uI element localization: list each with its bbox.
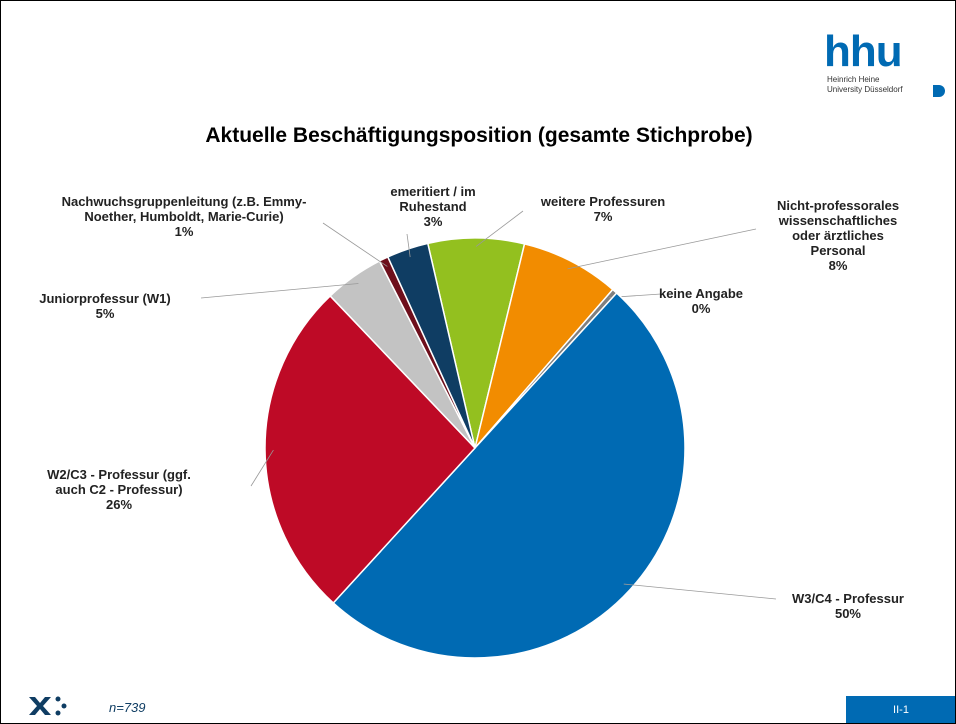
slice-label: keine Angabe 0% (659, 286, 743, 316)
footer-icon (29, 696, 67, 716)
category-label: W3/C4 - Professur (792, 591, 904, 606)
value-label: 1% (174, 224, 194, 239)
category-label: W2/C3 - Professur (ggf. auch C2 - Profes… (47, 467, 191, 497)
slice-label: Juniorprofessur (W1) 5% (39, 291, 170, 321)
pie-slice (264, 294, 477, 605)
value-label: 7% (593, 209, 613, 224)
value-label: 5% (95, 306, 115, 321)
slice-label: Nicht-professorales wissenschaftliches o… (777, 198, 899, 273)
footer-note: n=739 (109, 700, 146, 715)
slice-label: Nachwuchsgruppenleitung (z.B. Emmy- Noet… (62, 194, 307, 239)
slice-label: W2/C3 - Professur (ggf. auch C2 - Profes… (47, 467, 191, 512)
value-label: 8% (828, 258, 848, 273)
leader-line (200, 283, 359, 299)
slice-label: weitere Professuren 7% (541, 194, 665, 224)
chart-title: Aktuelle Beschäftigungsposition (gesamte… (205, 124, 752, 147)
value-label: 3% (423, 214, 443, 229)
category-label: emeritiert / im Ruhestand (390, 184, 476, 214)
logo-line: University Düsseldorf (827, 85, 903, 94)
pie-slice (426, 237, 526, 449)
page-number: II-1 (893, 704, 909, 716)
logo-mark: hhu (824, 27, 902, 76)
slice-label: emeritiert / im Ruhestand 3% (390, 184, 475, 229)
logo-line: Heinrich Heine (827, 75, 880, 84)
value-label: 50% (834, 606, 862, 621)
category-label: Juniorprofessur (W1) (39, 291, 171, 306)
slice-label: W3/C4 - Professur 50% (792, 591, 904, 621)
leader-line (250, 449, 274, 487)
category-label: weitere Professuren (540, 194, 666, 209)
page-box (846, 696, 955, 723)
value-label: 26% (105, 497, 133, 512)
leader-line (406, 233, 411, 258)
leader-line (475, 210, 524, 247)
category-label: Nicht-professorales wissenschaftliches o… (776, 198, 900, 258)
leader-line (322, 222, 388, 267)
leader-line (567, 228, 757, 270)
pie-slice (386, 242, 476, 449)
pie-slice (474, 243, 614, 449)
category-label: Nachwuchsgruppenleitung (z.B. Emmy- Noet… (61, 194, 307, 224)
leader-line (623, 583, 777, 600)
value-label: 0% (691, 301, 711, 316)
logo-shape (933, 85, 945, 97)
category-label: keine Angabe (658, 286, 744, 301)
pie-slice (332, 291, 686, 659)
